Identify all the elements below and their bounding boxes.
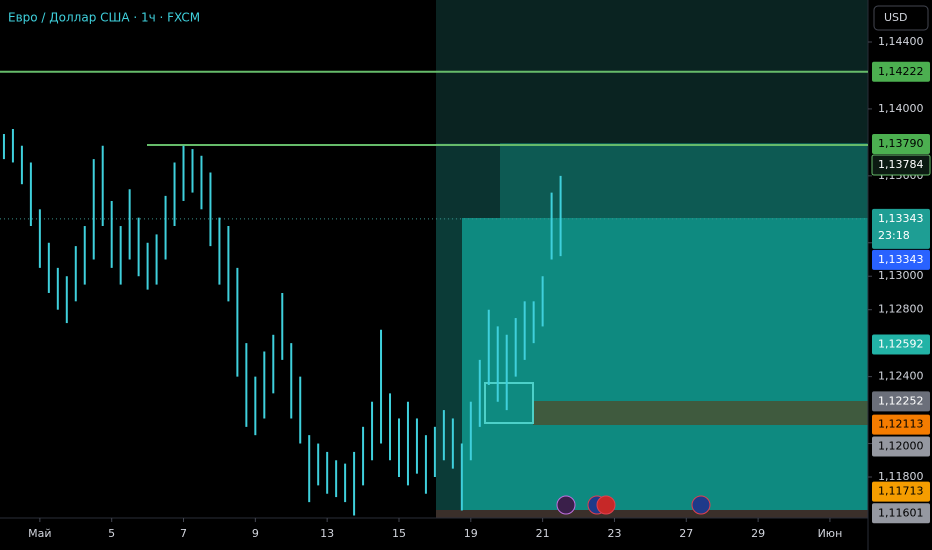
zone [462,218,868,510]
y-tick-label: 1,12800 [878,303,924,316]
price-badge [872,503,930,524]
x-tick-label: 19 [464,527,478,540]
price-badge [872,334,930,355]
price-badge [871,154,931,176]
price-badge [872,414,930,435]
y-tick-label: 1,14400 [878,35,924,48]
event-icon[interactable] [556,495,576,515]
event-icon[interactable] [596,495,616,515]
x-tick-label: Май [28,527,51,540]
price-badge-label: 1,12113 [878,418,924,431]
price-badge-label: 1,14222 [878,65,924,78]
x-tick-label: 13 [320,527,334,540]
x-tick-label: 27 [679,527,693,540]
price-badge-label: 1,12000 [878,440,924,453]
currency-label: USD [884,11,908,24]
x-tick-label: 5 [108,527,115,540]
zone [533,401,868,425]
price-badge-label: 1,12252 [878,394,924,407]
x-tick-label: 15 [392,527,406,540]
price-axis [868,0,932,550]
y-tick-label: 1,14000 [878,102,924,115]
events [556,495,711,515]
price-badge [872,249,930,270]
x-tick-label: 23 [607,527,621,540]
price-badge-label: 1,12592 [878,337,924,350]
price-badge-label: 1,11601 [878,506,924,519]
event-icon[interactable] [691,495,711,515]
y-tick-label: 1,12400 [878,370,924,383]
highlight-box [484,382,534,424]
zone [436,218,462,518]
price-badge [872,436,930,457]
currency-button[interactable] [873,5,929,31]
zones [436,0,868,518]
price-badge-label: 1,11713 [878,485,924,498]
price-badge [872,481,930,502]
price-badge [872,208,930,249]
price-badge [872,61,930,82]
price-badge [872,391,930,412]
price-badge-label: 1,13343 [878,212,924,225]
x-tick-label: Июн [818,527,843,540]
zone [500,143,868,218]
x-tick-label: 9 [252,527,259,540]
price-badge-label: 1,13784 [878,158,924,171]
zone [436,143,500,218]
price-badge-label: 1,13343 [878,253,924,266]
countdown: 23:18 [878,229,910,242]
zone [436,510,868,518]
x-tick-label: 7 [180,527,187,540]
x-tick-label: 29 [751,527,765,540]
price-badge [872,134,930,155]
x-tick-label: 21 [536,527,550,540]
y-tick-label: 1,13000 [878,269,924,282]
price-badge-label: 1,13790 [878,137,924,150]
chart-title: Евро / Доллар США · 1ч · FXCM [8,11,200,25]
y-tick-label: 1,11800 [878,470,924,483]
